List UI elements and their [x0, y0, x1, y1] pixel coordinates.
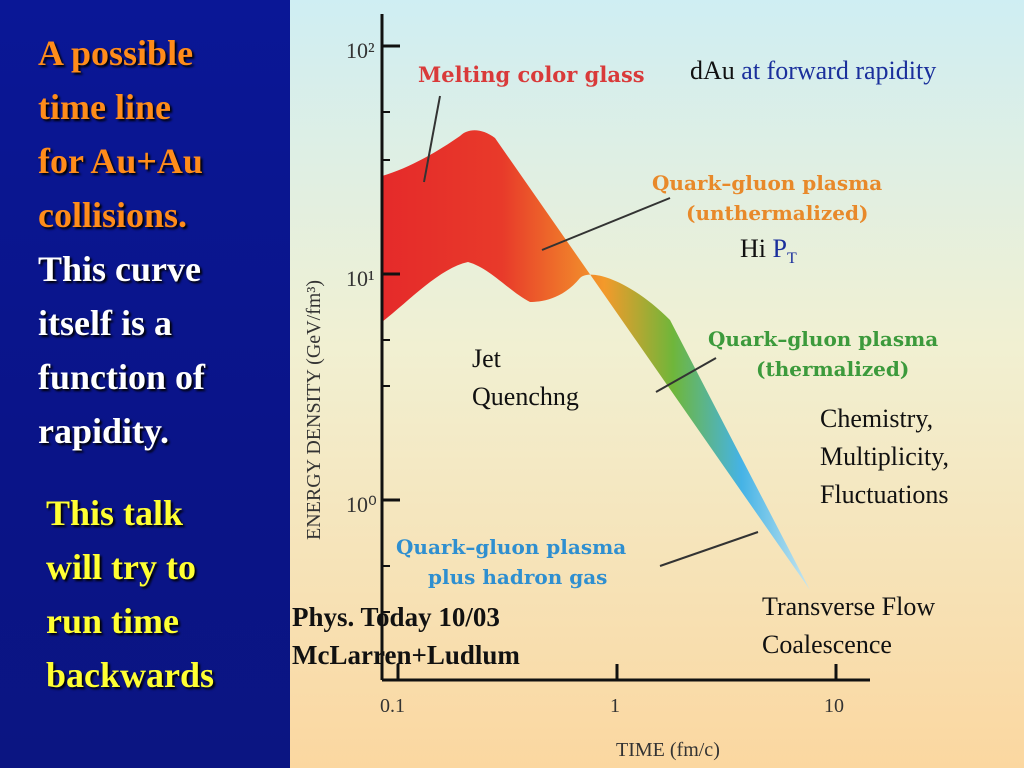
title-line: A possible [38, 33, 194, 73]
coalescence-text: Coalescence [762, 630, 892, 659]
hi-pt-annotation: Hi PT [740, 230, 797, 278]
talk-line: will try to [46, 547, 196, 587]
reference-journal: Phys. Today 10/03 [292, 602, 500, 632]
curve-note-line: rapidity. [38, 411, 170, 451]
curve-note-line: function of [38, 357, 206, 397]
reference-annotation: Phys. Today 10/03 McLarren+Ludlum [292, 598, 520, 674]
jet-text: Jet [472, 344, 501, 373]
qgp-thermalized-label: Quark–gluon plasma [708, 327, 938, 351]
hadron-pointer-line [659, 531, 759, 567]
figure-svg: 10² 10¹ 10⁰ 0.1 1 10 TIME (fm/c) ENERGY … [290, 0, 1024, 768]
qgp-unthermalized-label: Quark–gluon plasma [652, 171, 882, 195]
figure-background [290, 0, 1024, 768]
chemistry-annotation: Chemistry, Multiplicity, Fluctuations [820, 400, 949, 514]
y-tick-label-1: 10⁰ [346, 492, 377, 517]
multiplicity-text: Multiplicity, [820, 442, 950, 471]
pt-subscript: T [786, 250, 797, 268]
unthermalized-pointer-line [541, 197, 671, 251]
thermalized-pointer-line [655, 357, 717, 393]
title-line: for Au+Au [38, 141, 203, 181]
curve-note-line: This curve [38, 249, 202, 289]
quenching-text: Quenchng [472, 382, 579, 411]
x-axis-label: TIME (fm/c) [616, 739, 720, 761]
qgp-hadron-gas-sublabel: plus hadron gas [428, 565, 607, 589]
title-line: collisions. [38, 195, 188, 235]
title-line: time line [38, 87, 171, 127]
fluctuations-text: Fluctuations [820, 480, 949, 509]
chemistry-text: Chemistry, [820, 404, 934, 433]
talk-line: This talk [46, 493, 184, 533]
forward-rapidity-text: at forward rapidity [741, 56, 937, 85]
qgp-hadron-gas-label: Quark–gluon plasma [396, 535, 626, 559]
melting-pointer-line [423, 95, 441, 183]
talk-line: backwards [46, 655, 215, 695]
talk-line: run time [46, 601, 179, 641]
transverse-flow-text: Transverse Flow [762, 592, 936, 621]
qgp-thermalized-sublabel: (thermalized) [756, 357, 909, 381]
dau-annotation: dAu at forward rapidity [690, 52, 936, 90]
curve-note-line: itself is a [38, 303, 172, 343]
y-tick-label-100: 10² [346, 38, 375, 63]
energy-density-figure: 10² 10¹ 10⁰ 0.1 1 10 TIME (fm/c) ENERGY … [290, 0, 1024, 768]
x-tick-label-0-1: 0.1 [380, 695, 405, 717]
x-tick-label-1: 1 [610, 695, 620, 717]
jet-quenching-annotation: Jet Quenchng [472, 340, 579, 416]
talk-description: This talk will try to run time backwards [46, 486, 286, 702]
qgp-unthermalized-sublabel: (unthermalized) [686, 201, 868, 225]
reference-authors: McLarren+Ludlum [292, 640, 520, 670]
energy-density-band [382, 130, 810, 590]
dau-text: dAu [690, 56, 735, 85]
melting-color-glass-label: Melting color glass [418, 62, 645, 87]
transverse-flow-annotation: Transverse Flow Coalescence [762, 588, 935, 664]
x-tick-label-10: 10 [824, 695, 844, 717]
timeline-description: A possible time line for Au+Au collision… [38, 26, 288, 458]
left-text-panel: A possible time line for Au+Au collision… [0, 0, 290, 768]
hi-text: Hi [740, 234, 766, 263]
y-tick-label-10: 10¹ [346, 266, 375, 291]
pt-text: P [772, 234, 787, 263]
y-axis-label: ENERGY DENSITY (GeV/fm³) [303, 280, 325, 540]
